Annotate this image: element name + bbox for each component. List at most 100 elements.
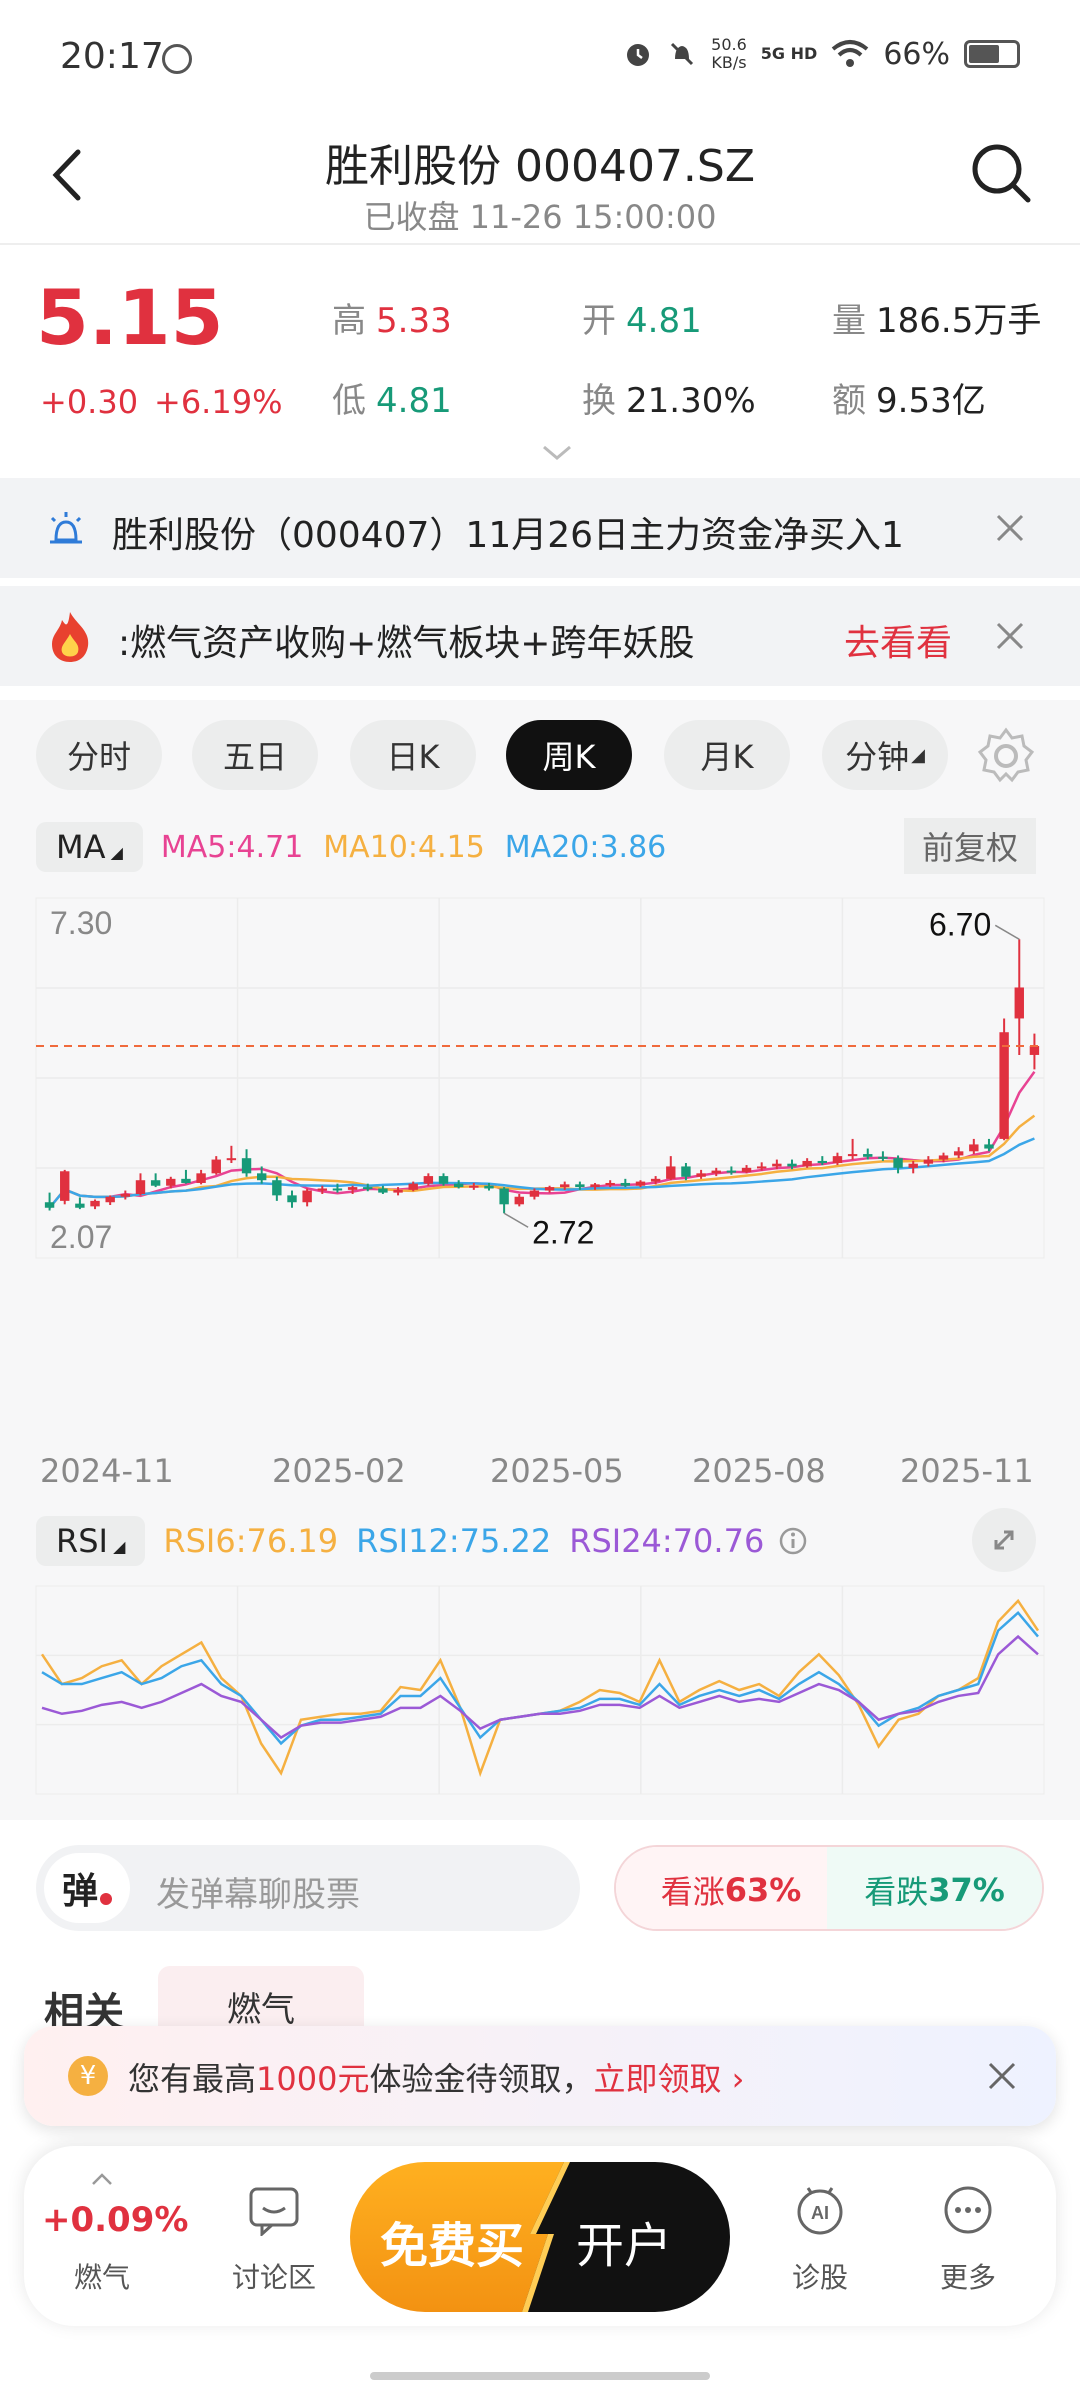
candle-body: [90, 1200, 100, 1207]
fullscreen-button[interactable]: [972, 1508, 1036, 1572]
ma5-value: MA5:4.71: [160, 829, 304, 865]
candle-body: [529, 1190, 540, 1197]
candle-body: [393, 1189, 403, 1193]
candle-body: [999, 1032, 1009, 1139]
price-change: +0.30: [40, 383, 139, 421]
x-tick: 2025-11: [900, 1452, 1034, 1490]
candle-body: [969, 1144, 979, 1152]
danmu-placeholder: 发弹幕聊股票: [156, 1875, 360, 1915]
sector-change-item[interactable]: +0.09% 燃气: [42, 2146, 188, 2326]
candle-body: [953, 1151, 964, 1156]
tab-daily-k[interactable]: 日K: [350, 720, 476, 790]
candle-body: [741, 1167, 752, 1172]
x-tick: 2025-05: [490, 1452, 624, 1490]
ma10-value: MA10:4.15: [323, 829, 485, 865]
amount-cell: 额 9.53亿: [832, 381, 986, 421]
candle-body: [832, 1156, 843, 1164]
ma-selector[interactable]: MA ◢: [36, 822, 143, 872]
market-status: 已收盘 11-26 15:00:00: [363, 198, 717, 236]
danmu-input[interactable]: 弹 发弹幕聊股票: [36, 1845, 580, 1931]
close-icon[interactable]: [990, 508, 1030, 548]
candle-body: [453, 1183, 464, 1188]
chevron-down-icon[interactable]: [540, 443, 574, 463]
candle-body: [135, 1180, 146, 1194]
tab-intraday[interactable]: 分时: [36, 720, 162, 790]
back-icon[interactable]: [40, 140, 100, 210]
battery-text: 66%: [883, 36, 950, 72]
rsi-frame: [35, 1585, 1045, 1795]
topic-banner[interactable]: :燃气资产收购+燃气板块+跨年妖股 去看看: [0, 586, 1080, 686]
candle-body: [681, 1166, 691, 1177]
vote-up-button[interactable]: 看涨 63%: [616, 1847, 846, 1929]
high-value: 5.33: [376, 301, 452, 341]
quote-panel[interactable]: 5.15 +0.30 +6.19% 高 5.33 低 4.81 开 4.81 换 21.…: [0, 245, 1080, 475]
candle-body: [923, 1159, 934, 1164]
tab-weekly-k[interactable]: 周K: [506, 720, 632, 790]
promo-toast[interactable]: ¥ 您有最高1000元体验金待领取，立即领取 ›: [24, 2026, 1056, 2126]
rsi12-value: RSI12:75.22: [356, 1522, 552, 1560]
candle-body: [257, 1173, 267, 1181]
network-speed: 50.6 KB/s: [711, 35, 747, 72]
candle-body: [378, 1188, 388, 1193]
alarm-icon: [627, 44, 650, 66]
candle-body: [544, 1187, 555, 1191]
open-account-button[interactable]: 开户: [576, 2162, 730, 2312]
close-icon[interactable]: [990, 616, 1030, 656]
promo-claim-link[interactable]: 立即领取 ›: [593, 2060, 745, 2098]
free-buy-button[interactable]: 免费买: [350, 2162, 570, 2312]
more-item[interactable]: 更多: [908, 2146, 1028, 2326]
news-banner[interactable]: 胜利股份（000407）11月26日主力资金净买入1: [0, 478, 1080, 578]
vote-down-button[interactable]: 看跌 37%: [827, 1847, 1042, 1929]
page-title: 胜利股份 000407.SZ: [324, 141, 755, 192]
topic-go-button[interactable]: 去看看: [844, 623, 953, 664]
fire-icon: [52, 612, 89, 662]
status-bar: 20:17 50.6 KB/s 5G HD 66%: [0, 0, 1080, 110]
vote-bar: 看涨 63% 看跌 37%: [614, 1845, 1044, 1931]
lightning-icon: [522, 2162, 588, 2312]
coin-icon: ¥: [68, 2056, 108, 2096]
candle-body: [1029, 1045, 1040, 1055]
candle-body: [241, 1158, 252, 1174]
chart-section: 分时 五日 日K 周K 月K 分钟 ◢ MA ◢ MA5:4.71 MA10:4.…: [0, 700, 1080, 1820]
tab-five-day[interactable]: 五日: [192, 720, 318, 790]
candle-body: [817, 1160, 827, 1164]
min-pointer: [503, 1212, 529, 1228]
candle-body: [575, 1184, 585, 1188]
candle-body: [211, 1159, 221, 1174]
x-tick: 2025-08: [692, 1452, 826, 1490]
candle-body: [787, 1163, 797, 1167]
candle-body: [499, 1188, 509, 1205]
adjust-selector[interactable]: 前复权: [903, 818, 1036, 874]
rsi-chart[interactable]: [0, 1580, 1080, 1800]
battery-icon: [964, 40, 1020, 68]
candle-body: [666, 1166, 676, 1179]
max-pointer: [994, 924, 1020, 940]
price-change-pct: +6.19%: [154, 383, 283, 421]
diagnose-item[interactable]: AI 诊股: [760, 2146, 880, 2326]
open-value: 4.81: [626, 301, 702, 341]
candle-body: [423, 1176, 434, 1184]
alarm-light-icon: [50, 512, 82, 544]
x-axis: 2024-11 2025-02 2025-05 2025-08 2025-11: [0, 1452, 1080, 1502]
candle-body: [908, 1163, 918, 1168]
rsi-selector[interactable]: RSI ◢: [36, 1516, 146, 1566]
candle-body: [287, 1195, 297, 1203]
close-icon[interactable]: [982, 2056, 1022, 2096]
tab-minute[interactable]: 分钟 ◢: [822, 720, 948, 790]
gear-icon[interactable]: [976, 726, 1036, 786]
info-icon[interactable]: [778, 1526, 808, 1556]
rsi-legend: RSI ◢ RSI6:76.19 RSI12:75.22 RSI24:70.76: [36, 1512, 808, 1570]
search-icon[interactable]: [966, 138, 1036, 208]
bottom-bar: +0.09% 燃气 讨论区 免费买 开户 AI 诊股 更多: [24, 2146, 1056, 2326]
rsi6-value: RSI6:76.19: [163, 1522, 339, 1560]
buy-open-button[interactable]: 免费买 开户: [350, 2162, 730, 2312]
tab-monthly-k[interactable]: 月K: [664, 720, 790, 790]
candle-body: [484, 1185, 494, 1189]
volume-value: 186.5万手: [876, 301, 1042, 341]
candle-body: [75, 1203, 85, 1208]
candle-body: [272, 1180, 282, 1196]
kline-chart[interactable]: 7.30 2.07 6.70 2.72: [0, 890, 1080, 1290]
x-tick: 2024-11: [40, 1452, 174, 1490]
discuss-item[interactable]: 讨论区: [214, 2146, 334, 2326]
